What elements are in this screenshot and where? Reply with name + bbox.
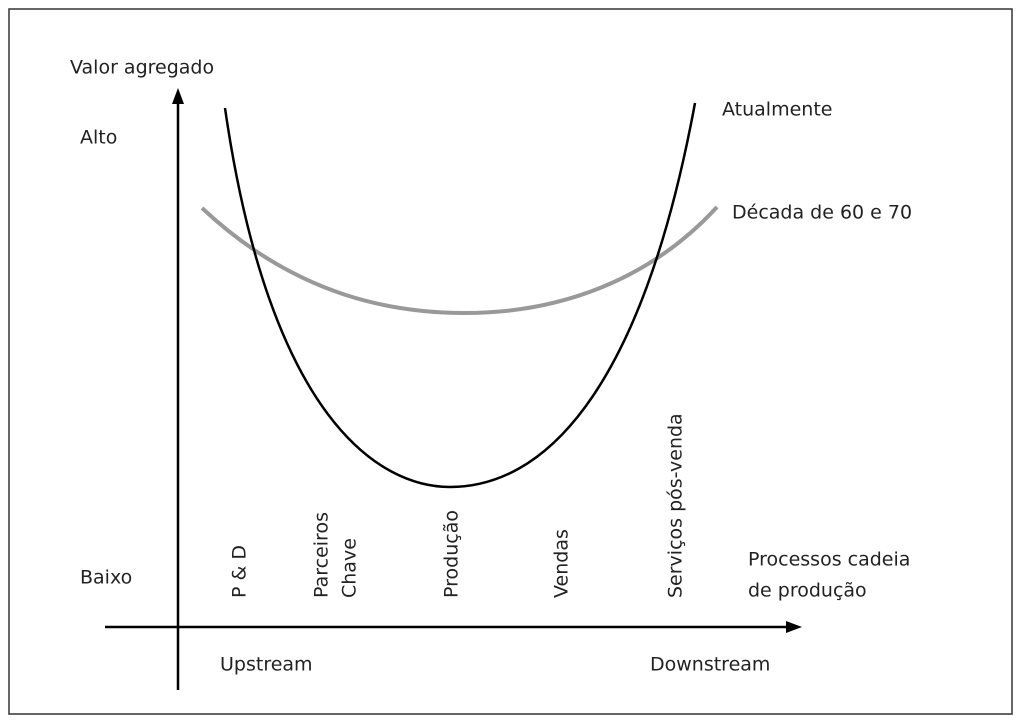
upstream-label: Upstream: [220, 654, 313, 676]
low-label: Baixo: [80, 567, 132, 589]
stage-label: Parceiros: [311, 512, 333, 598]
frame: [8, 8, 1013, 715]
high-label: Alto: [80, 127, 117, 149]
curve-now: [223, 102, 697, 489]
x-label: de produção: [748, 580, 867, 602]
curve-past: [200, 205, 719, 316]
stage-label: Produção: [441, 510, 463, 598]
downstream-label: Downstream: [650, 654, 770, 676]
y-label: Valor agregado: [70, 57, 214, 79]
x-arrow: [786, 621, 802, 633]
stage-label: Serviços pós-venda: [665, 413, 687, 598]
x-label: Processos cadeia: [748, 549, 910, 571]
stage-label: Chave: [339, 538, 361, 598]
y-arrow: [172, 88, 184, 104]
stage-label: Vendas: [551, 529, 573, 598]
curve-label: Década de 60 e 70: [732, 202, 912, 224]
curve-label: Atualmente: [722, 99, 832, 121]
stage-label: P & D: [229, 545, 251, 598]
